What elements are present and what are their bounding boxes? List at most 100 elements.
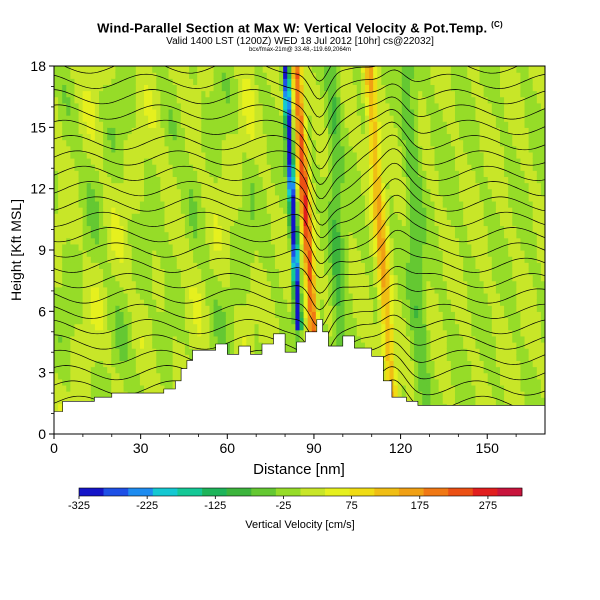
field-cell xyxy=(246,188,251,196)
field-cell xyxy=(144,90,149,98)
field-cell xyxy=(201,335,206,343)
field-cell xyxy=(184,335,190,343)
field-cell xyxy=(209,188,215,196)
field-cell xyxy=(156,121,161,128)
field-cell xyxy=(176,225,182,233)
field-cell xyxy=(144,182,149,190)
field-cell xyxy=(94,188,100,196)
field-cell xyxy=(373,151,378,159)
field-cell xyxy=(356,200,362,208)
field-cell xyxy=(225,170,231,177)
field-cell xyxy=(127,384,133,392)
field-cell xyxy=(54,237,59,245)
field-cell xyxy=(115,96,121,104)
field-cell xyxy=(336,207,342,214)
field-cell xyxy=(160,225,166,233)
field-cell xyxy=(229,292,235,300)
field-cell xyxy=(62,323,67,331)
field-cell xyxy=(381,90,387,98)
field-cell xyxy=(115,292,121,300)
field-cell xyxy=(348,286,354,294)
field-cell xyxy=(148,133,153,141)
field-cell xyxy=(103,176,108,184)
field-cell xyxy=(82,225,88,233)
field-cell xyxy=(299,96,305,104)
field-cell xyxy=(254,121,260,128)
field-cell xyxy=(119,250,125,257)
field-cell xyxy=(205,342,211,349)
field-cell xyxy=(107,311,112,319)
field-cell xyxy=(319,262,325,269)
field-cell xyxy=(123,207,129,214)
field-cell xyxy=(58,200,63,208)
field-cell xyxy=(205,176,211,184)
field-cell xyxy=(234,262,239,269)
field-cell xyxy=(250,219,256,227)
field-cell xyxy=(172,102,178,110)
field-cell xyxy=(332,194,337,202)
field-cell xyxy=(111,102,116,110)
field-cell xyxy=(90,108,96,116)
field-cell xyxy=(266,299,272,306)
field-cell xyxy=(54,219,59,227)
field-cell xyxy=(131,274,137,282)
field-cell xyxy=(283,292,288,300)
field-cell xyxy=(99,66,104,73)
field-cell xyxy=(348,250,354,257)
field-cell xyxy=(389,182,395,190)
field-cell xyxy=(315,256,321,263)
field-cell xyxy=(86,133,92,141)
field-cell xyxy=(148,170,153,177)
field-cell xyxy=(377,66,382,73)
field-cell xyxy=(70,139,76,147)
field-cell xyxy=(123,225,129,233)
field-cell xyxy=(270,158,276,165)
field-cell xyxy=(152,102,157,110)
field-cell xyxy=(82,182,88,190)
field-cell xyxy=(352,176,358,184)
field-cell xyxy=(144,164,149,171)
field-cell xyxy=(54,348,59,355)
field-cell xyxy=(164,250,170,257)
field-cell xyxy=(266,188,272,196)
field-cell xyxy=(135,78,141,85)
field-cell xyxy=(62,384,67,392)
field-cell xyxy=(54,127,59,135)
field-cell xyxy=(307,311,313,319)
field-cell xyxy=(58,329,63,337)
field-cell xyxy=(144,250,149,257)
field-cell xyxy=(360,329,366,337)
field-cell xyxy=(381,286,387,294)
field-cell xyxy=(70,262,76,269)
field-cell xyxy=(54,151,59,159)
field-cell xyxy=(217,335,223,343)
field-cell xyxy=(103,280,108,288)
field-cell xyxy=(103,250,108,257)
field-cell xyxy=(381,329,387,337)
field-cell xyxy=(144,342,149,349)
field-cell xyxy=(242,299,247,306)
field-cell xyxy=(119,72,125,79)
field-cell xyxy=(303,66,309,73)
field-cell xyxy=(123,360,129,368)
field-cell xyxy=(189,262,194,269)
field-cell xyxy=(172,145,178,153)
field-cell xyxy=(352,133,358,141)
field-cell xyxy=(242,90,247,98)
field-cell xyxy=(152,225,157,233)
field-cell xyxy=(82,299,88,306)
field-cell xyxy=(152,66,157,73)
field-cell xyxy=(82,280,88,288)
field-cell xyxy=(225,207,231,214)
field-cell xyxy=(139,305,145,312)
field-cell xyxy=(131,292,137,300)
field-cell xyxy=(242,243,247,251)
field-cell xyxy=(172,115,178,122)
field-cell xyxy=(266,115,272,122)
field-cell xyxy=(94,182,100,190)
field-cell xyxy=(152,158,157,165)
field-cell xyxy=(369,342,374,349)
field-cell xyxy=(86,194,92,202)
field-cell xyxy=(86,121,92,128)
field-cell xyxy=(328,231,333,239)
